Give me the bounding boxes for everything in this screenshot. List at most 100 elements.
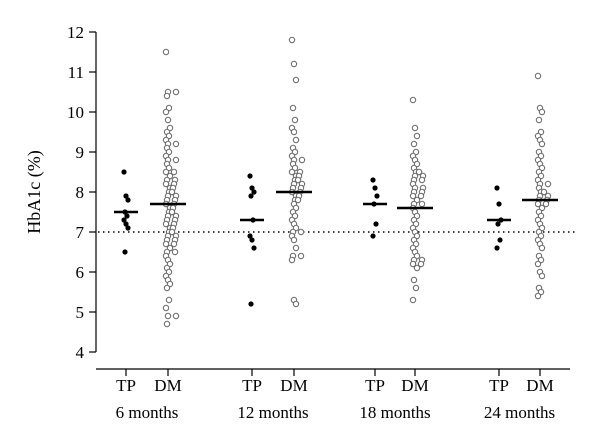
dm-point bbox=[292, 300, 300, 308]
tp-point bbox=[251, 189, 257, 195]
tp-point bbox=[124, 213, 130, 219]
y-tick-label: 12 bbox=[67, 23, 84, 42]
dm-point bbox=[544, 180, 552, 188]
dm-point bbox=[297, 228, 305, 236]
tp-point bbox=[125, 197, 131, 203]
dm-point bbox=[288, 256, 296, 264]
dm-point bbox=[162, 168, 170, 176]
dm-point bbox=[162, 108, 170, 116]
y-tick-label: 5 bbox=[76, 303, 85, 322]
dm-point bbox=[410, 140, 418, 148]
tp-point bbox=[495, 221, 501, 227]
dm-point bbox=[538, 272, 546, 280]
dm-point bbox=[171, 248, 179, 256]
y-tick-label: 4 bbox=[76, 343, 85, 362]
dm-point bbox=[162, 240, 170, 248]
dm-point bbox=[294, 176, 302, 184]
tp-point bbox=[249, 185, 255, 191]
dm-point bbox=[415, 168, 423, 176]
dm-point bbox=[418, 176, 426, 184]
tp-point bbox=[123, 193, 129, 199]
y-tick-label: 8 bbox=[76, 183, 85, 202]
tp-point bbox=[122, 249, 128, 255]
dm-point bbox=[417, 260, 425, 268]
dm-point bbox=[540, 188, 548, 196]
tp-point bbox=[494, 245, 500, 251]
marks-layer bbox=[114, 36, 558, 328]
dm-point bbox=[298, 156, 306, 164]
dm-point bbox=[290, 128, 298, 136]
dm-point bbox=[534, 260, 542, 268]
dm-point bbox=[292, 76, 300, 84]
dm-point bbox=[413, 264, 421, 272]
dm-point bbox=[292, 136, 300, 144]
tp-point bbox=[249, 237, 255, 243]
dm-point bbox=[172, 156, 180, 164]
tp-point bbox=[496, 201, 502, 207]
dm-point bbox=[418, 200, 426, 208]
dm-point bbox=[291, 116, 299, 124]
tp-point bbox=[248, 193, 254, 199]
dm-point bbox=[534, 72, 542, 80]
dm-point bbox=[534, 292, 542, 300]
dm-point bbox=[409, 296, 417, 304]
x-tick-label: DM bbox=[280, 376, 307, 395]
x-tick-label: TP bbox=[365, 376, 385, 395]
tp-point bbox=[370, 177, 376, 183]
dm-point bbox=[409, 96, 417, 104]
y-tick-label: 9 bbox=[76, 143, 85, 162]
dm-point bbox=[162, 180, 170, 188]
group-label: 6 months bbox=[116, 403, 179, 422]
dm-point bbox=[538, 244, 546, 252]
dm-point bbox=[289, 104, 297, 112]
tp-point bbox=[125, 225, 131, 231]
tp-point bbox=[370, 233, 376, 239]
tp-point bbox=[251, 245, 257, 251]
tp-point bbox=[121, 217, 127, 223]
dm-point bbox=[170, 240, 178, 248]
tp-point bbox=[247, 173, 253, 179]
dm-point bbox=[288, 168, 296, 176]
dm-point bbox=[417, 192, 425, 200]
x-tick-label: DM bbox=[526, 376, 553, 395]
labels-layer: HbA1c (%) 4 5 6 7 8 9 10 11 12 TP DM 6 months TP DM 12… bbox=[24, 23, 555, 422]
y-tick-label: 6 bbox=[76, 263, 85, 282]
dm-point bbox=[411, 124, 419, 132]
dm-point bbox=[297, 252, 305, 260]
tp-point bbox=[247, 233, 253, 239]
dm-point bbox=[290, 60, 298, 68]
dm-point bbox=[535, 116, 543, 124]
tp-point bbox=[374, 193, 380, 199]
dm-point bbox=[288, 36, 296, 44]
axes-layer bbox=[89, 31, 578, 376]
dm-point bbox=[172, 88, 180, 96]
x-tick-label: DM bbox=[154, 376, 181, 395]
x-tick-label: TP bbox=[116, 376, 136, 395]
dm-point bbox=[163, 320, 171, 328]
dm-point bbox=[290, 236, 298, 244]
group-label: 24 months bbox=[484, 403, 555, 422]
y-axis-title: HbA1c (%) bbox=[24, 150, 45, 233]
group-label: 12 months bbox=[237, 403, 308, 422]
dm-point bbox=[170, 168, 178, 176]
tp-point bbox=[494, 185, 500, 191]
dm-point bbox=[162, 304, 170, 312]
dm-point bbox=[163, 284, 171, 292]
dm-point bbox=[413, 132, 421, 140]
dm-point bbox=[172, 140, 180, 148]
dm-point bbox=[409, 260, 417, 268]
tp-point bbox=[373, 221, 379, 227]
dm-point bbox=[168, 228, 176, 236]
tp-point bbox=[121, 169, 127, 175]
dm-point bbox=[294, 196, 302, 204]
tp-point bbox=[497, 237, 503, 243]
x-tick-label: TP bbox=[489, 376, 509, 395]
dm-point bbox=[172, 312, 180, 320]
y-tick-label: 11 bbox=[68, 63, 84, 82]
dm-point bbox=[168, 188, 176, 196]
dm-point bbox=[162, 48, 170, 56]
tp-point bbox=[248, 301, 254, 307]
dm-point bbox=[163, 92, 171, 100]
dm-point bbox=[164, 116, 172, 124]
